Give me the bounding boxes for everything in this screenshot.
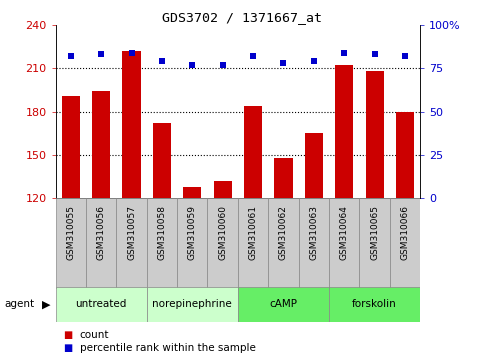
Bar (86, 198, 116, 289)
Bar (274, 158, 293, 354)
Bar (213, 181, 232, 354)
Text: GSM310061: GSM310061 (249, 205, 257, 261)
Bar (335, 65, 354, 354)
Bar (62, 96, 80, 354)
Bar (147, 198, 177, 289)
Bar (366, 71, 384, 354)
Text: count: count (80, 330, 109, 339)
Bar (305, 133, 323, 354)
Bar (244, 106, 262, 354)
Text: GSM310060: GSM310060 (218, 205, 227, 261)
Text: GSM310056: GSM310056 (97, 205, 106, 261)
Bar (122, 51, 141, 354)
Bar (56, 287, 147, 322)
Bar (116, 198, 147, 289)
Bar (183, 187, 201, 354)
Bar (92, 91, 110, 354)
Text: GSM310058: GSM310058 (157, 205, 167, 261)
Text: GSM310065: GSM310065 (370, 205, 379, 261)
Text: percentile rank within the sample: percentile rank within the sample (80, 343, 256, 353)
Text: GSM310063: GSM310063 (309, 205, 318, 261)
Bar (238, 287, 329, 322)
Bar (153, 123, 171, 354)
Bar (396, 112, 414, 354)
Bar (147, 287, 238, 322)
Text: agent: agent (5, 299, 35, 309)
Text: ▶: ▶ (42, 299, 51, 309)
Text: GSM310066: GSM310066 (400, 205, 410, 261)
Text: norepinephrine: norepinephrine (153, 299, 232, 309)
Text: GSM310055: GSM310055 (66, 205, 75, 261)
Bar (238, 198, 268, 289)
Text: GSM310057: GSM310057 (127, 205, 136, 261)
Bar (268, 198, 298, 289)
Text: ■: ■ (63, 343, 72, 353)
Text: GSM310059: GSM310059 (188, 205, 197, 261)
Bar (208, 198, 238, 289)
Bar (56, 198, 86, 289)
Text: forskolin: forskolin (352, 299, 397, 309)
Text: untreated: untreated (75, 299, 127, 309)
Bar (298, 198, 329, 289)
Bar (177, 198, 208, 289)
Bar (390, 198, 420, 289)
Bar (329, 198, 359, 289)
Text: ■: ■ (63, 330, 72, 339)
Bar (329, 287, 420, 322)
Text: GDS3702 / 1371667_at: GDS3702 / 1371667_at (161, 11, 322, 24)
Text: cAMP: cAMP (270, 299, 298, 309)
Text: GSM310062: GSM310062 (279, 205, 288, 260)
Bar (359, 198, 390, 289)
Text: GSM310064: GSM310064 (340, 205, 349, 260)
